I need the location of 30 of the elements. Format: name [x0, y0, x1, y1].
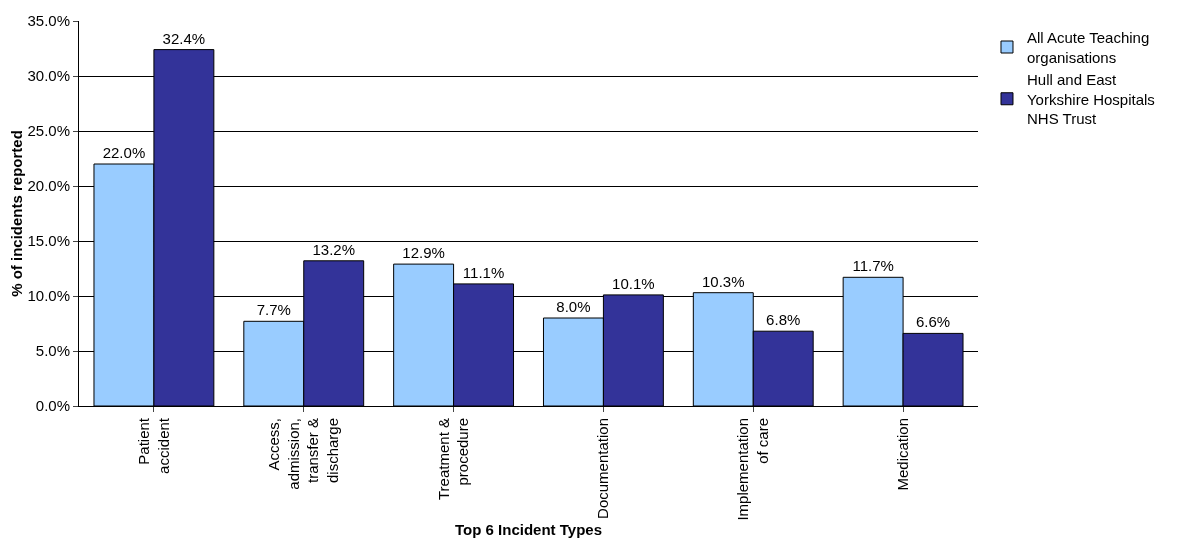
data-label: 8.0%: [556, 298, 591, 315]
y-tick-label: 25.0%: [27, 122, 70, 140]
y-tick-label: 15.0%: [27, 232, 70, 250]
y-tick-label: 20.0%: [27, 177, 70, 195]
x-tick-label: Access, admission, transfer & discharge: [265, 418, 341, 490]
y-tick-label: 30.0%: [27, 67, 70, 85]
data-label: 10.3%: [702, 272, 745, 290]
x-tick-label: Patient accident: [135, 417, 172, 474]
x-tick-label: Medication: [893, 418, 911, 491]
x-axis-title: Top 6 Incident Types: [455, 520, 602, 538]
data-label: 12.9%: [402, 244, 445, 262]
y-axis-title: % of incidents reported: [8, 130, 26, 297]
data-label: 7.7%: [256, 301, 291, 319]
legend-label: All Acute Teaching organisations: [1026, 29, 1150, 66]
data-label: 6.6%: [915, 313, 951, 331]
y-tick-label: 5.0%: [35, 342, 70, 360]
x-tick-label: Documentation: [594, 418, 612, 519]
data-label: 32.4%: [162, 29, 206, 47]
data-label: 11.7%: [852, 257, 894, 275]
legend-label: Hull and East Yorkshire Hospitals NHS Trust: [1026, 71, 1155, 128]
data-label: 13.2%: [312, 240, 355, 258]
y-tick-label: 0.0%: [35, 397, 70, 415]
data-label: 11.1%: [462, 263, 505, 281]
x-tick-label: Treatment & procedure: [434, 418, 472, 500]
y-tick-label: 35.0%: [27, 12, 70, 30]
y-tick-label: 10.0%: [27, 287, 70, 305]
x-tick-label: Implementation of care: [734, 418, 771, 521]
data-label: 22.0%: [102, 144, 146, 161]
data-label: 6.8%: [766, 311, 801, 329]
data-label: 10.1%: [612, 274, 655, 292]
